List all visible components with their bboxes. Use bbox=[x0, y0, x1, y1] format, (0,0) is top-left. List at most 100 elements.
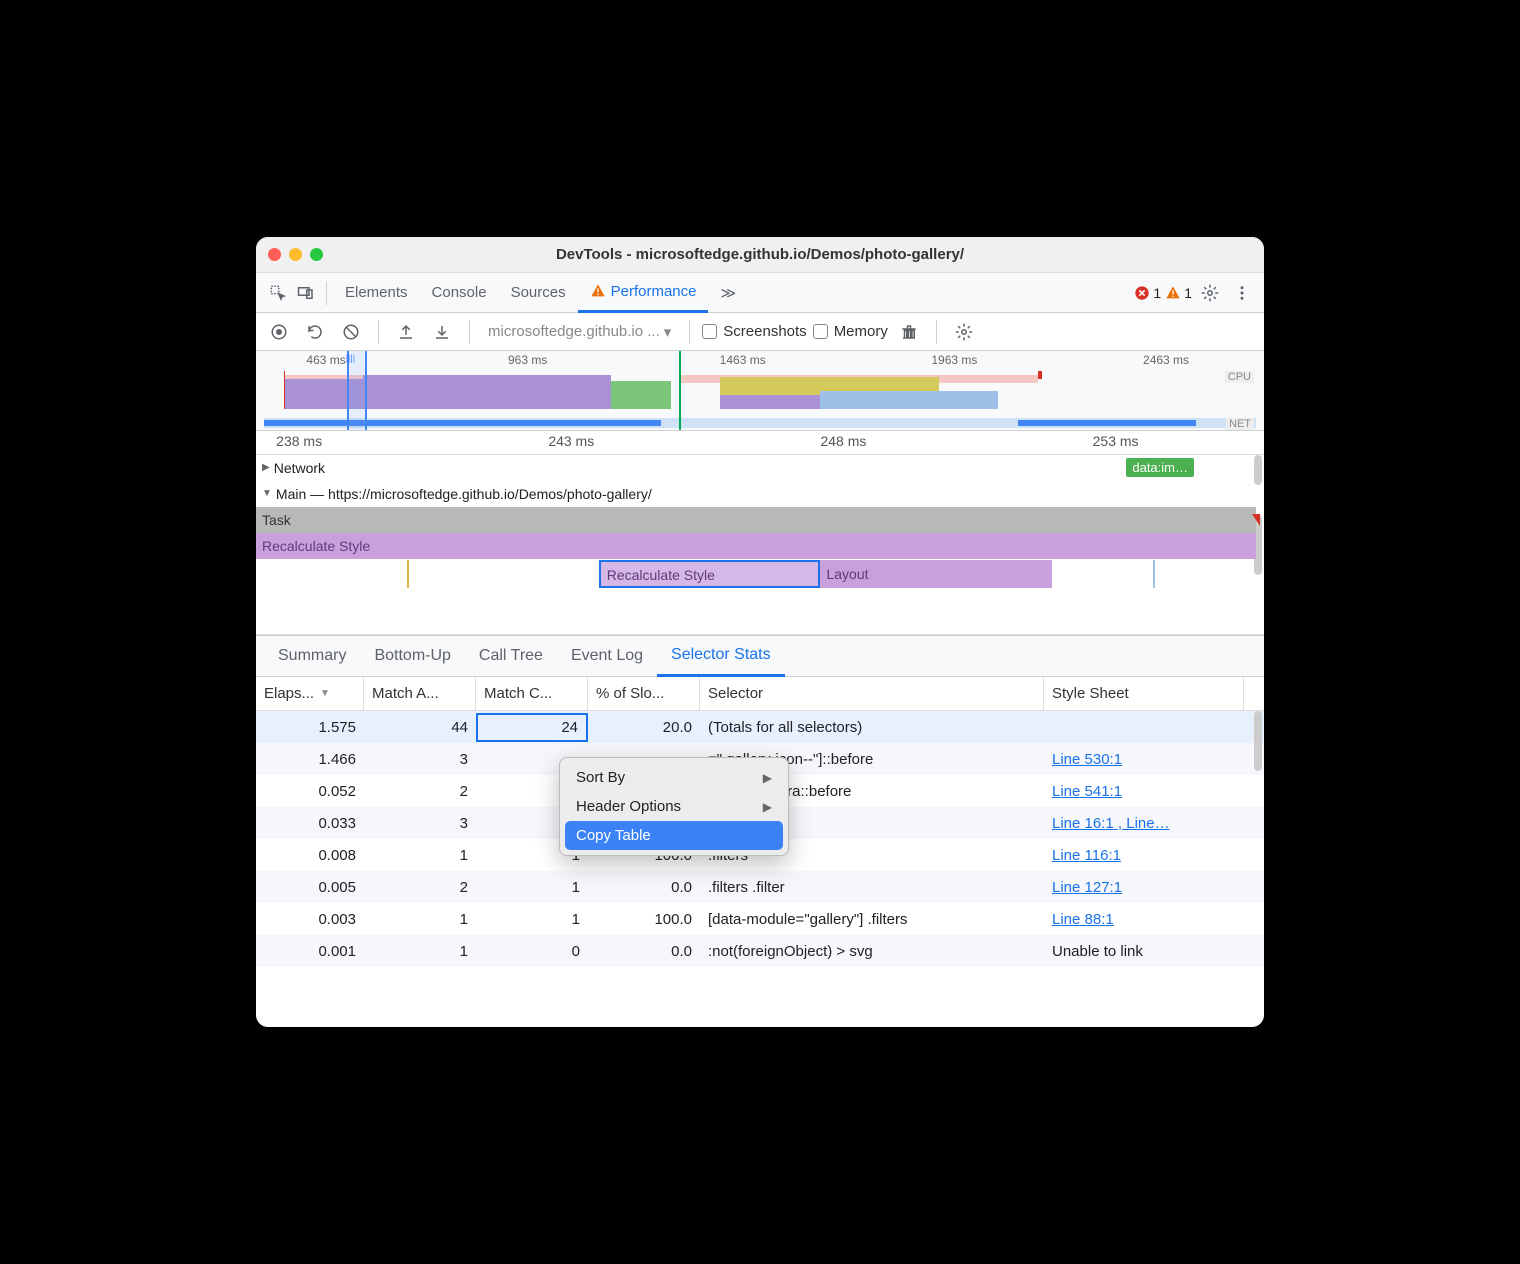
main-label: Main — https://microsoftedge.github.io/D… bbox=[276, 486, 652, 502]
kebab-icon[interactable] bbox=[1228, 279, 1256, 307]
chevron-down-icon: ▾ bbox=[664, 323, 672, 341]
column-header[interactable]: Match A... bbox=[364, 677, 476, 710]
table-row[interactable]: 0.005210.0.filters .filterLine 127:1 bbox=[256, 871, 1264, 903]
table-cell: 0.003 bbox=[256, 907, 364, 932]
task-bar[interactable]: Task bbox=[256, 507, 1256, 533]
column-header[interactable]: Style Sheet bbox=[1044, 677, 1244, 710]
stylesheet-link[interactable]: Line 16:1 , Line… bbox=[1052, 815, 1170, 832]
table-cell: 2 bbox=[364, 779, 476, 804]
error-badge[interactable]: 1 bbox=[1134, 285, 1161, 301]
net-graph: NET bbox=[264, 418, 1256, 428]
cpu-label: CPU bbox=[1225, 371, 1254, 383]
detail-tab-summary[interactable]: Summary bbox=[264, 635, 360, 677]
network-row[interactable]: ▶ Network data:im… bbox=[256, 455, 1264, 481]
overview-tick: 1463 ms bbox=[720, 353, 766, 367]
table-cell: 0.005 bbox=[256, 875, 364, 900]
stylesheet-link[interactable]: Line 88:1 bbox=[1052, 911, 1114, 928]
submenu-arrow-icon: ▶ bbox=[763, 800, 772, 814]
gc-icon[interactable] bbox=[894, 317, 924, 347]
table-cell: Unable to link bbox=[1044, 939, 1244, 964]
record-icon[interactable] bbox=[264, 317, 294, 347]
download-icon[interactable] bbox=[427, 317, 457, 347]
table-cell: :not(foreignObject) > svg bbox=[700, 939, 1044, 964]
tab-sources[interactable]: Sources bbox=[499, 273, 578, 313]
expand-icon[interactable]: ▶ bbox=[262, 462, 270, 473]
context-menu-item[interactable]: Header Options▶ bbox=[560, 792, 788, 821]
reload-icon[interactable] bbox=[300, 317, 330, 347]
tab-console[interactable]: Console bbox=[420, 273, 499, 313]
clear-icon[interactable] bbox=[336, 317, 366, 347]
table-cell: 1.575 bbox=[256, 715, 364, 740]
devtools-window: DevTools - microsoftedge.github.io/Demos… bbox=[256, 237, 1264, 1027]
table-cell: 3 bbox=[364, 747, 476, 772]
table-cell: 0.0 bbox=[588, 875, 700, 900]
capture-settings-icon[interactable] bbox=[949, 317, 979, 347]
recalculate-style-bar[interactable]: Recalculate Style bbox=[256, 533, 1256, 559]
table-cell: 1 bbox=[364, 907, 476, 932]
table-cell: Line 530:1 bbox=[1044, 747, 1244, 772]
overview-tick: 463 ms bbox=[306, 353, 345, 367]
column-header[interactable]: Elaps... bbox=[256, 677, 364, 710]
table-cell: 0.052 bbox=[256, 779, 364, 804]
upload-icon[interactable] bbox=[391, 317, 421, 347]
more-tabs[interactable]: ≫ bbox=[708, 273, 748, 313]
flame-chart[interactable]: ▶ Network data:im… ▼ Main — https://micr… bbox=[256, 455, 1264, 635]
warning-icon bbox=[1165, 285, 1181, 301]
recalculate-style-selected[interactable]: Recalculate Style bbox=[599, 560, 821, 588]
throttle-dropdown[interactable]: microsoftedge.github.io ... ▾ bbox=[482, 321, 677, 343]
main-row[interactable]: ▼ Main — https://microsoftedge.github.io… bbox=[256, 481, 1264, 507]
stylesheet-link[interactable]: Line 530:1 bbox=[1052, 751, 1122, 768]
main-tabs: Elements Console Sources Performance ≫ 1… bbox=[256, 273, 1264, 313]
overview-selection[interactable]: |||| bbox=[347, 351, 367, 430]
detail-tab-event-log[interactable]: Event Log bbox=[557, 635, 657, 677]
stylesheet-link[interactable]: Line 541:1 bbox=[1052, 783, 1122, 800]
inspect-icon[interactable] bbox=[264, 279, 292, 307]
overview-tick: 2463 ms bbox=[1143, 353, 1189, 367]
scrollbar[interactable] bbox=[1254, 711, 1262, 771]
ruler-tick: 238 ms bbox=[276, 433, 322, 449]
warning-badge[interactable]: 1 bbox=[1165, 285, 1192, 301]
collapse-icon[interactable]: ▼ bbox=[262, 488, 272, 499]
stylesheet-link[interactable]: Line 116:1 bbox=[1052, 847, 1121, 864]
ruler-tick: 243 ms bbox=[548, 433, 594, 449]
long-task-marker bbox=[1252, 514, 1260, 526]
table-cell: Line 16:1 , Line… bbox=[1044, 811, 1244, 836]
tab-performance[interactable]: Performance bbox=[578, 273, 709, 313]
tab-elements[interactable]: Elements bbox=[333, 273, 420, 313]
table-cell: 3 bbox=[364, 811, 476, 836]
table-cell: 44 bbox=[364, 715, 476, 740]
table-cell: Line 116:1 bbox=[1044, 843, 1244, 868]
table-cell: [data-module="gallery"] .filters bbox=[700, 907, 1044, 932]
table-cell: 1.466 bbox=[256, 747, 364, 772]
settings-icon[interactable] bbox=[1196, 279, 1224, 307]
timeline-ruler: 238 ms243 ms248 ms253 ms bbox=[256, 431, 1264, 455]
column-header[interactable]: Match C... bbox=[476, 677, 588, 710]
detail-tab-bottom-up[interactable]: Bottom-Up bbox=[360, 635, 464, 677]
checkbox-icon bbox=[813, 324, 828, 339]
overview-pane[interactable]: 463 ms963 ms1463 ms1963 ms2463 ms CPU NE… bbox=[256, 351, 1264, 431]
submenu-arrow-icon: ▶ bbox=[763, 771, 772, 785]
detail-tab-selector-stats[interactable]: Selector Stats bbox=[657, 635, 785, 677]
table-row[interactable]: 1.575442420.0(Totals for all selectors) bbox=[256, 711, 1264, 743]
screenshots-checkbox[interactable]: Screenshots bbox=[702, 323, 806, 340]
stylesheet-link[interactable]: Line 127:1 bbox=[1052, 879, 1122, 896]
net-label: NET bbox=[1226, 418, 1254, 430]
table-cell: 0.001 bbox=[256, 939, 364, 964]
network-resource[interactable]: data:im… bbox=[1126, 458, 1194, 477]
column-header[interactable]: % of Slo... bbox=[588, 677, 700, 710]
cpu-graph: CPU bbox=[264, 371, 1256, 409]
table-cell: .filters .filter bbox=[700, 875, 1044, 900]
column-header[interactable]: Selector bbox=[700, 677, 1044, 710]
context-menu-item[interactable]: Sort By▶ bbox=[560, 763, 788, 792]
device-icon[interactable] bbox=[292, 279, 320, 307]
context-menu: Sort By▶Header Options▶Copy Table bbox=[559, 757, 789, 856]
table-row[interactable]: 0.001100.0:not(foreignObject) > svgUnabl… bbox=[256, 935, 1264, 967]
context-menu-item[interactable]: Copy Table bbox=[565, 821, 783, 850]
memory-checkbox[interactable]: Memory bbox=[813, 323, 888, 340]
layout-bar[interactable]: Layout bbox=[820, 560, 1052, 588]
detail-tab-call-tree[interactable]: Call Tree bbox=[465, 635, 557, 677]
table-cell: 100.0 bbox=[588, 907, 700, 932]
detail-tabs: SummaryBottom-UpCall TreeEvent LogSelect… bbox=[256, 635, 1264, 677]
table-row[interactable]: 0.00311100.0[data-module="gallery"] .fil… bbox=[256, 903, 1264, 935]
table-cell: 0.0 bbox=[588, 939, 700, 964]
